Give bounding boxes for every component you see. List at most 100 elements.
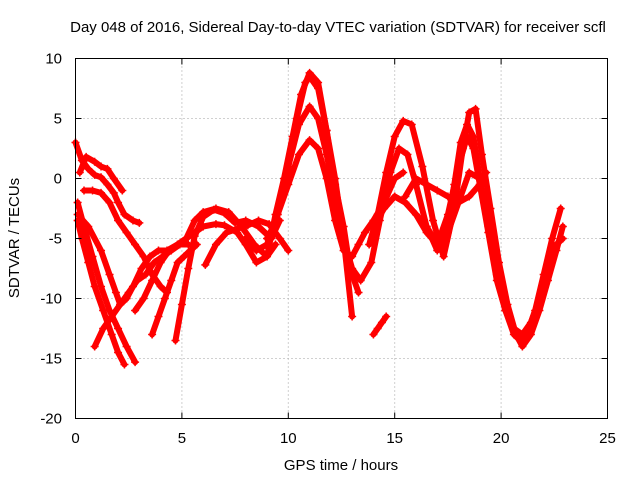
series-pass-b xyxy=(74,199,139,366)
data-point-pass-g xyxy=(156,282,165,291)
data-point-pass-l xyxy=(548,234,557,243)
data-point-pass-d xyxy=(114,198,123,207)
data-point-pass-o xyxy=(501,306,510,315)
data-point-pass-d xyxy=(97,173,106,182)
y-tick-label: 5 xyxy=(54,111,62,128)
data-point-pass-h xyxy=(156,258,165,267)
data-point-pass-q xyxy=(465,192,474,201)
x-tick-label: 20 xyxy=(493,430,510,447)
data-point-pass-g xyxy=(88,186,97,195)
data-point-pass-d xyxy=(103,180,112,189)
data-point-pass-c xyxy=(73,216,82,225)
data-point-pass-m xyxy=(360,228,369,237)
data-point-pass-h xyxy=(148,276,157,285)
data-point-pass-m xyxy=(331,216,340,225)
data-point-pass-o xyxy=(526,318,535,327)
data-point-pass-l xyxy=(241,234,250,243)
data-point-pass-r xyxy=(377,318,386,327)
data-point-pass-k xyxy=(284,246,293,255)
data-point-pass-p xyxy=(411,210,420,219)
data-point-pass-l xyxy=(252,246,261,255)
data-point-pass-i xyxy=(167,276,176,285)
data-point-pass-a xyxy=(137,264,146,273)
data-point-pass-n xyxy=(486,204,495,213)
data-point-pass-j xyxy=(184,264,193,273)
series-pass-r xyxy=(370,313,390,338)
data-point-pass-e xyxy=(97,162,106,171)
data-point-pass-q xyxy=(411,174,420,183)
data-point-pass-f xyxy=(107,312,116,321)
data-point-pass-e xyxy=(90,157,99,166)
data-point-pass-s xyxy=(284,162,293,171)
data-point-pass-o xyxy=(380,204,389,213)
y-tick-label: -5 xyxy=(49,231,62,248)
data-point-pass-j xyxy=(171,336,180,345)
y-tick-label: -20 xyxy=(40,411,62,428)
data-point-pass-q xyxy=(482,168,491,177)
data-point-pass-m xyxy=(305,136,314,145)
data-point-pass-h xyxy=(173,240,182,249)
data-point-pass-g xyxy=(122,228,131,237)
series-pass-o xyxy=(370,133,566,338)
data-point-pass-c xyxy=(107,330,116,339)
data-point-pass-h xyxy=(131,306,140,315)
data-point-pass-j xyxy=(199,212,208,221)
data-point-pass-m xyxy=(354,240,363,249)
data-point-pass-m xyxy=(294,150,303,159)
data-point-pass-o xyxy=(552,240,561,249)
data-point-pass-i xyxy=(180,252,189,261)
data-point-pass-j xyxy=(231,218,240,227)
data-point-pass-i xyxy=(148,330,157,339)
data-point-pass-k xyxy=(211,240,220,249)
data-point-pass-d xyxy=(120,210,129,219)
data-point-pass-n xyxy=(477,150,486,159)
y-tick-label: 10 xyxy=(45,51,62,68)
data-point-pass-h xyxy=(139,294,148,303)
data-point-pass-p xyxy=(465,168,474,177)
series-pass-j xyxy=(172,206,283,344)
chart-title: Day 048 of 2016, Sidereal Day-to-day VTE… xyxy=(70,19,606,36)
data-point-pass-f xyxy=(99,324,108,333)
x-tick-label: 25 xyxy=(599,430,616,447)
data-point-pass-e xyxy=(75,168,84,177)
data-point-pass-n xyxy=(439,252,448,261)
data-point-pass-d xyxy=(135,218,144,227)
series-pass-n xyxy=(366,105,566,350)
data-point-pass-s xyxy=(322,126,331,135)
data-point-pass-f xyxy=(90,342,99,351)
data-point-pass-c xyxy=(114,348,123,357)
data-point-pass-g xyxy=(139,252,148,261)
data-point-pass-a xyxy=(154,246,163,255)
data-point-pass-a xyxy=(105,270,114,279)
data-point-pass-g xyxy=(105,198,114,207)
data-point-pass-o xyxy=(492,276,501,285)
data-point-pass-s xyxy=(263,234,272,243)
data-point-pass-j xyxy=(177,300,186,309)
data-point-pass-d xyxy=(109,188,118,197)
data-point-pass-m xyxy=(390,174,399,183)
data-point-pass-o xyxy=(484,228,493,237)
data-point-pass-l xyxy=(314,114,323,123)
data-point-pass-k xyxy=(243,221,252,230)
data-point-pass-g xyxy=(80,186,89,195)
data-point-pass-n xyxy=(429,216,438,225)
data-point-pass-h xyxy=(165,246,174,255)
data-point-pass-e xyxy=(82,152,91,161)
data-point-pass-l xyxy=(305,102,314,111)
data-point-pass-h xyxy=(182,234,191,243)
data-point-pass-n xyxy=(418,162,427,171)
data-point-pass-a xyxy=(354,288,363,297)
data-point-pass-s xyxy=(314,84,323,93)
data-point-pass-n xyxy=(365,240,374,249)
data-point-pass-g xyxy=(114,216,123,225)
data-point-pass-i xyxy=(173,258,182,267)
data-point-pass-n xyxy=(407,120,416,129)
data-point-pass-c xyxy=(120,360,129,369)
data-point-pass-n xyxy=(390,132,399,141)
data-point-pass-n xyxy=(382,168,391,177)
data-point-pass-c xyxy=(84,258,93,267)
data-point-pass-m xyxy=(348,252,357,261)
x-tick-label: 10 xyxy=(280,430,297,447)
data-point-pass-k xyxy=(254,216,263,225)
